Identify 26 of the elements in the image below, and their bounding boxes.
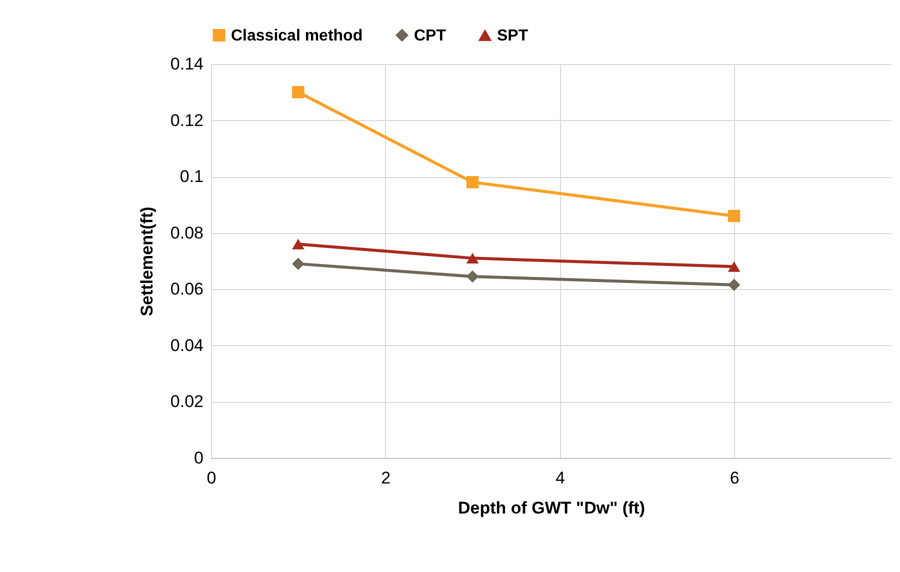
y-axis-title: Settlement(ft) bbox=[137, 206, 156, 316]
y-tick-label: 0.04 bbox=[170, 336, 204, 355]
y-tick-label: 0 bbox=[194, 448, 204, 468]
x-tick-label: 2 bbox=[381, 468, 391, 488]
point bbox=[728, 261, 740, 272]
legend-label: SPT bbox=[497, 28, 528, 44]
point bbox=[728, 278, 740, 292]
point bbox=[728, 210, 740, 222]
legend-label: Classical method bbox=[231, 27, 363, 44]
y-tick-label: 0.12 bbox=[170, 110, 204, 130]
y-tick-label: 0.08 bbox=[170, 223, 204, 242]
point bbox=[466, 176, 479, 188]
legend-label: CPT bbox=[414, 27, 446, 44]
point bbox=[292, 238, 304, 250]
y-tick-label: 0.1 bbox=[180, 167, 204, 186]
x-tick-label: 6 bbox=[730, 468, 740, 488]
x-axis-title: Depth of GWT "Dw" (ft) bbox=[458, 498, 646, 518]
y-tick-label: 0.06 bbox=[170, 280, 204, 299]
point bbox=[466, 252, 479, 264]
x-tick-label: 4 bbox=[555, 468, 565, 488]
x-tick-label: 0 bbox=[206, 468, 216, 488]
point bbox=[292, 86, 304, 98]
point bbox=[466, 270, 479, 283]
point bbox=[292, 258, 304, 270]
y-tick-label: 0.02 bbox=[170, 392, 204, 412]
y-tick-label: 0.14 bbox=[170, 54, 204, 74]
